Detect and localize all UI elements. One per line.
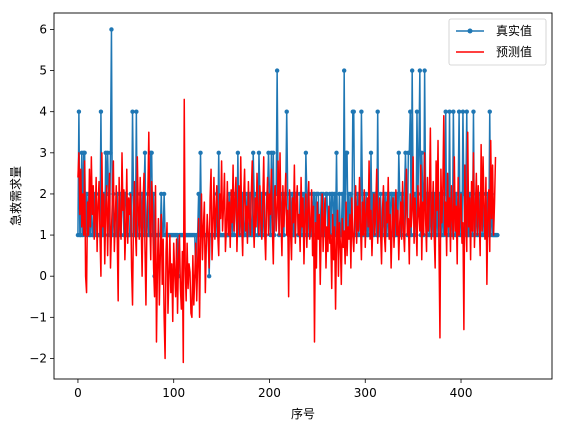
legend-label-true: 真实值 bbox=[496, 23, 532, 38]
y-tick-label: −1 bbox=[29, 310, 47, 324]
data-point bbox=[109, 27, 114, 32]
data-point bbox=[422, 68, 427, 73]
data-point bbox=[451, 109, 456, 114]
data-point bbox=[456, 109, 462, 114]
y-tick-label: 4 bbox=[39, 105, 47, 119]
data-point bbox=[206, 273, 212, 279]
data-point bbox=[271, 150, 276, 156]
data-point bbox=[414, 109, 420, 114]
data-point bbox=[274, 68, 280, 73]
data-point bbox=[303, 150, 309, 156]
series-line-pred bbox=[77, 98, 497, 364]
data-point bbox=[471, 109, 476, 114]
x-axis-ticks: 0 100 200 300 400 bbox=[74, 379, 472, 400]
data-point bbox=[447, 109, 452, 114]
data-point bbox=[368, 150, 374, 156]
data-point bbox=[341, 68, 347, 73]
y-axis-ticks: −2 −1 0 1 2 3 4 5 6 bbox=[29, 22, 54, 365]
y-tick-label: 5 bbox=[39, 64, 47, 78]
x-tick-label: 0 bbox=[74, 386, 82, 400]
data-point bbox=[375, 109, 380, 114]
data-point bbox=[407, 150, 412, 156]
legend: 真实值 预测值 bbox=[448, 18, 547, 66]
data-point bbox=[417, 68, 423, 73]
data-point bbox=[76, 109, 82, 114]
data-point bbox=[495, 232, 500, 238]
data-point bbox=[256, 150, 262, 156]
x-tick-label: 300 bbox=[354, 386, 377, 400]
data-point bbox=[351, 109, 356, 114]
data-point bbox=[216, 150, 221, 156]
data-point bbox=[161, 191, 167, 197]
legend-marker-true bbox=[467, 28, 473, 34]
data-point bbox=[348, 191, 354, 197]
plot-frame bbox=[53, 12, 553, 380]
data-point bbox=[82, 150, 87, 156]
x-axis-label: 序号 bbox=[291, 406, 315, 421]
y-tick-label: 0 bbox=[39, 269, 47, 283]
data-point bbox=[196, 191, 201, 197]
data-point bbox=[409, 68, 415, 73]
data-point bbox=[198, 150, 203, 156]
y-tick-label: 1 bbox=[39, 228, 47, 242]
series-layer bbox=[75, 27, 500, 364]
x-tick-label: 100 bbox=[162, 386, 185, 400]
data-point bbox=[142, 150, 148, 156]
x-tick-label: 400 bbox=[450, 386, 473, 400]
data-point bbox=[419, 150, 424, 156]
data-point bbox=[134, 109, 139, 114]
data-point bbox=[396, 150, 401, 156]
y-tick-label: −2 bbox=[29, 351, 47, 365]
x-tick-label: 200 bbox=[258, 386, 281, 400]
data-point bbox=[284, 109, 289, 114]
data-point bbox=[408, 109, 413, 114]
data-point bbox=[108, 150, 113, 156]
data-point bbox=[460, 109, 466, 114]
y-tick-label: 2 bbox=[39, 187, 47, 201]
data-point bbox=[332, 191, 337, 197]
data-point bbox=[443, 109, 448, 114]
y-tick-label: 6 bbox=[39, 22, 47, 36]
data-point bbox=[464, 109, 469, 114]
data-point bbox=[359, 109, 364, 114]
data-point bbox=[98, 109, 104, 114]
data-point bbox=[251, 150, 256, 156]
data-point bbox=[487, 109, 492, 114]
legend-label-pred: 预测值 bbox=[496, 44, 532, 59]
data-point bbox=[340, 191, 345, 197]
data-point bbox=[130, 109, 135, 114]
data-point bbox=[149, 150, 154, 156]
y-axis-label: 急救需求量 bbox=[8, 166, 23, 226]
data-point bbox=[334, 150, 339, 156]
data-point bbox=[344, 150, 350, 156]
data-point bbox=[235, 150, 241, 156]
y-tick-label: 3 bbox=[39, 146, 47, 160]
